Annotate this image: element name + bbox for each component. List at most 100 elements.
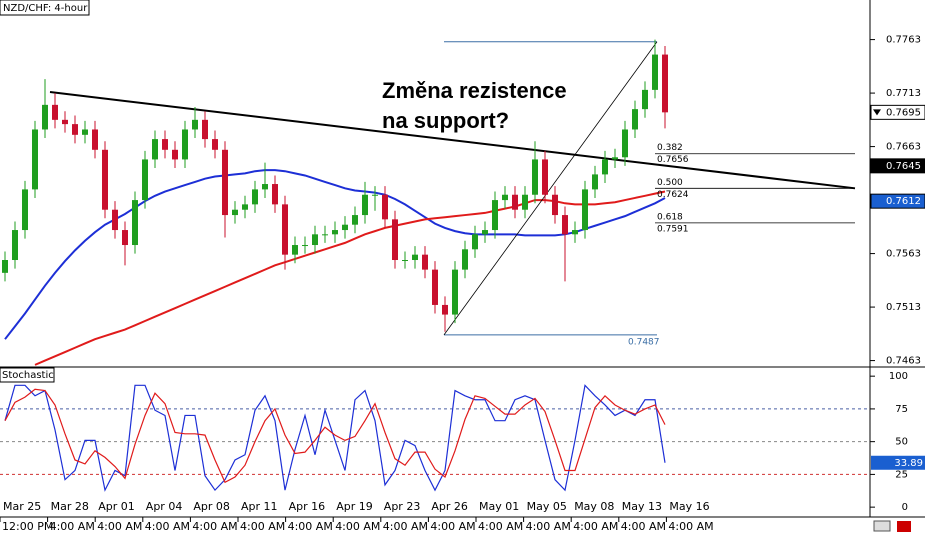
candle-body xyxy=(292,245,298,255)
candle-body xyxy=(332,230,338,235)
x-date-label: Apr 08 xyxy=(193,500,230,513)
x-time-label: 4:00 AM xyxy=(383,520,428,533)
stochastic-line xyxy=(4,384,666,492)
candle-body xyxy=(242,204,248,210)
candle-body xyxy=(172,149,178,160)
candle-body xyxy=(622,129,628,158)
candle-body xyxy=(222,149,228,216)
x-date-label: Apr 01 xyxy=(98,500,135,513)
stochastic-title-box xyxy=(0,367,55,383)
candle-body xyxy=(352,215,358,225)
candle-body xyxy=(272,184,278,205)
candle-body xyxy=(602,159,608,175)
candle-body xyxy=(562,215,568,235)
x-date-label: May 05 xyxy=(527,500,567,513)
y-tick-label: 0.7713 xyxy=(886,88,921,99)
price-marker-label: 0.7612 xyxy=(886,196,921,207)
x-date-label: May 01 xyxy=(479,500,519,513)
stochastic-marker xyxy=(871,455,925,470)
candle-body xyxy=(52,104,58,120)
fib-price-label: 0.7624 xyxy=(657,190,689,200)
candle-body xyxy=(282,204,288,255)
fib-diagonal xyxy=(443,41,658,336)
candle-body xyxy=(452,269,458,315)
fib-ratio-label: 0.382 xyxy=(657,143,683,153)
scroll-icon[interactable] xyxy=(873,520,891,532)
candle-body xyxy=(32,129,38,190)
x-time-label: 4:00 AM xyxy=(478,520,523,533)
candle-body xyxy=(112,209,118,231)
candle-body xyxy=(652,54,658,90)
candle-body xyxy=(612,157,618,160)
candle-body xyxy=(322,234,328,236)
candle-body xyxy=(412,254,418,261)
chart-title: NZD/CHF: 4-hour xyxy=(3,3,88,14)
x-date-label: Mar 25 xyxy=(3,500,41,513)
x-date-label: Apr 11 xyxy=(241,500,278,513)
candle-body xyxy=(662,54,668,113)
x-time-label: 4:00 AM xyxy=(335,520,380,533)
y-tick-label: 0.7663 xyxy=(886,142,921,153)
x-date-label: May 08 xyxy=(574,500,614,513)
candle-body xyxy=(152,139,158,160)
x-time-label: 4:00 AM xyxy=(50,520,95,533)
fib-price-label: 0.7656 xyxy=(657,155,689,165)
stochastic-value-label: 33.89 xyxy=(894,458,923,469)
stochastic-tick-label: 100 xyxy=(889,371,908,382)
candle-body xyxy=(212,139,218,150)
x-time-label: 4:00 AM xyxy=(668,520,713,533)
candle-body xyxy=(162,139,168,150)
x-time-label: 4:00 AM xyxy=(526,520,571,533)
y-tick-label: 0.7763 xyxy=(886,35,921,46)
candle-body xyxy=(252,189,258,205)
candle-body xyxy=(232,209,238,216)
candle-body xyxy=(422,254,428,270)
candle-body xyxy=(462,249,468,270)
trendline xyxy=(49,91,856,190)
y-tick-label: 0.7563 xyxy=(886,249,921,260)
x-date-label: Apr 04 xyxy=(146,500,183,513)
y-tick-label: 0.7513 xyxy=(886,302,921,313)
fib-ratio-label: 0.500 xyxy=(657,178,683,188)
candle-body xyxy=(642,89,648,110)
candle-body xyxy=(92,129,98,150)
fib-ratio-label: 0.618 xyxy=(657,212,683,222)
candle-body xyxy=(432,269,438,305)
x-date-label: Apr 19 xyxy=(336,500,373,513)
candle-body xyxy=(362,194,368,216)
x-time-label: 4:00 AM xyxy=(621,520,666,533)
candle-body xyxy=(582,189,588,231)
price-marker-label: 0.7645 xyxy=(886,161,921,172)
candle-body xyxy=(522,194,528,210)
stochastic-title: Stochastic xyxy=(2,370,54,381)
x-time-label: 4:00 AM xyxy=(430,520,475,533)
price-marker-arrow xyxy=(873,109,881,116)
x-time-label: 4:00 AM xyxy=(240,520,285,533)
candle-body xyxy=(372,194,378,196)
title-box xyxy=(0,0,90,16)
stochastic-tick-label: 0 xyxy=(902,502,908,513)
x-time-label: 4:00 AM xyxy=(192,520,237,533)
candle-body xyxy=(132,200,138,246)
x-time-label: 12:00 PM xyxy=(2,520,53,533)
candle-body xyxy=(342,224,348,231)
candle-body xyxy=(482,230,488,235)
candle-body xyxy=(102,149,108,210)
stochastic-line xyxy=(4,388,666,484)
close-icon[interactable] xyxy=(897,521,911,532)
x-date-label: May 13 xyxy=(622,500,662,513)
price-marker xyxy=(870,104,925,120)
candle-body xyxy=(632,109,638,130)
price-marker xyxy=(870,193,925,209)
candle-body xyxy=(62,119,68,125)
moving-average xyxy=(34,190,666,366)
stochastic-tick-label: 75 xyxy=(895,404,908,415)
candle-body xyxy=(552,194,558,216)
candle-body xyxy=(512,194,518,210)
candle-body xyxy=(202,119,208,140)
candle-body xyxy=(442,304,448,315)
candle-body xyxy=(542,159,548,195)
candle-body xyxy=(192,119,198,130)
candle-body xyxy=(392,219,398,261)
